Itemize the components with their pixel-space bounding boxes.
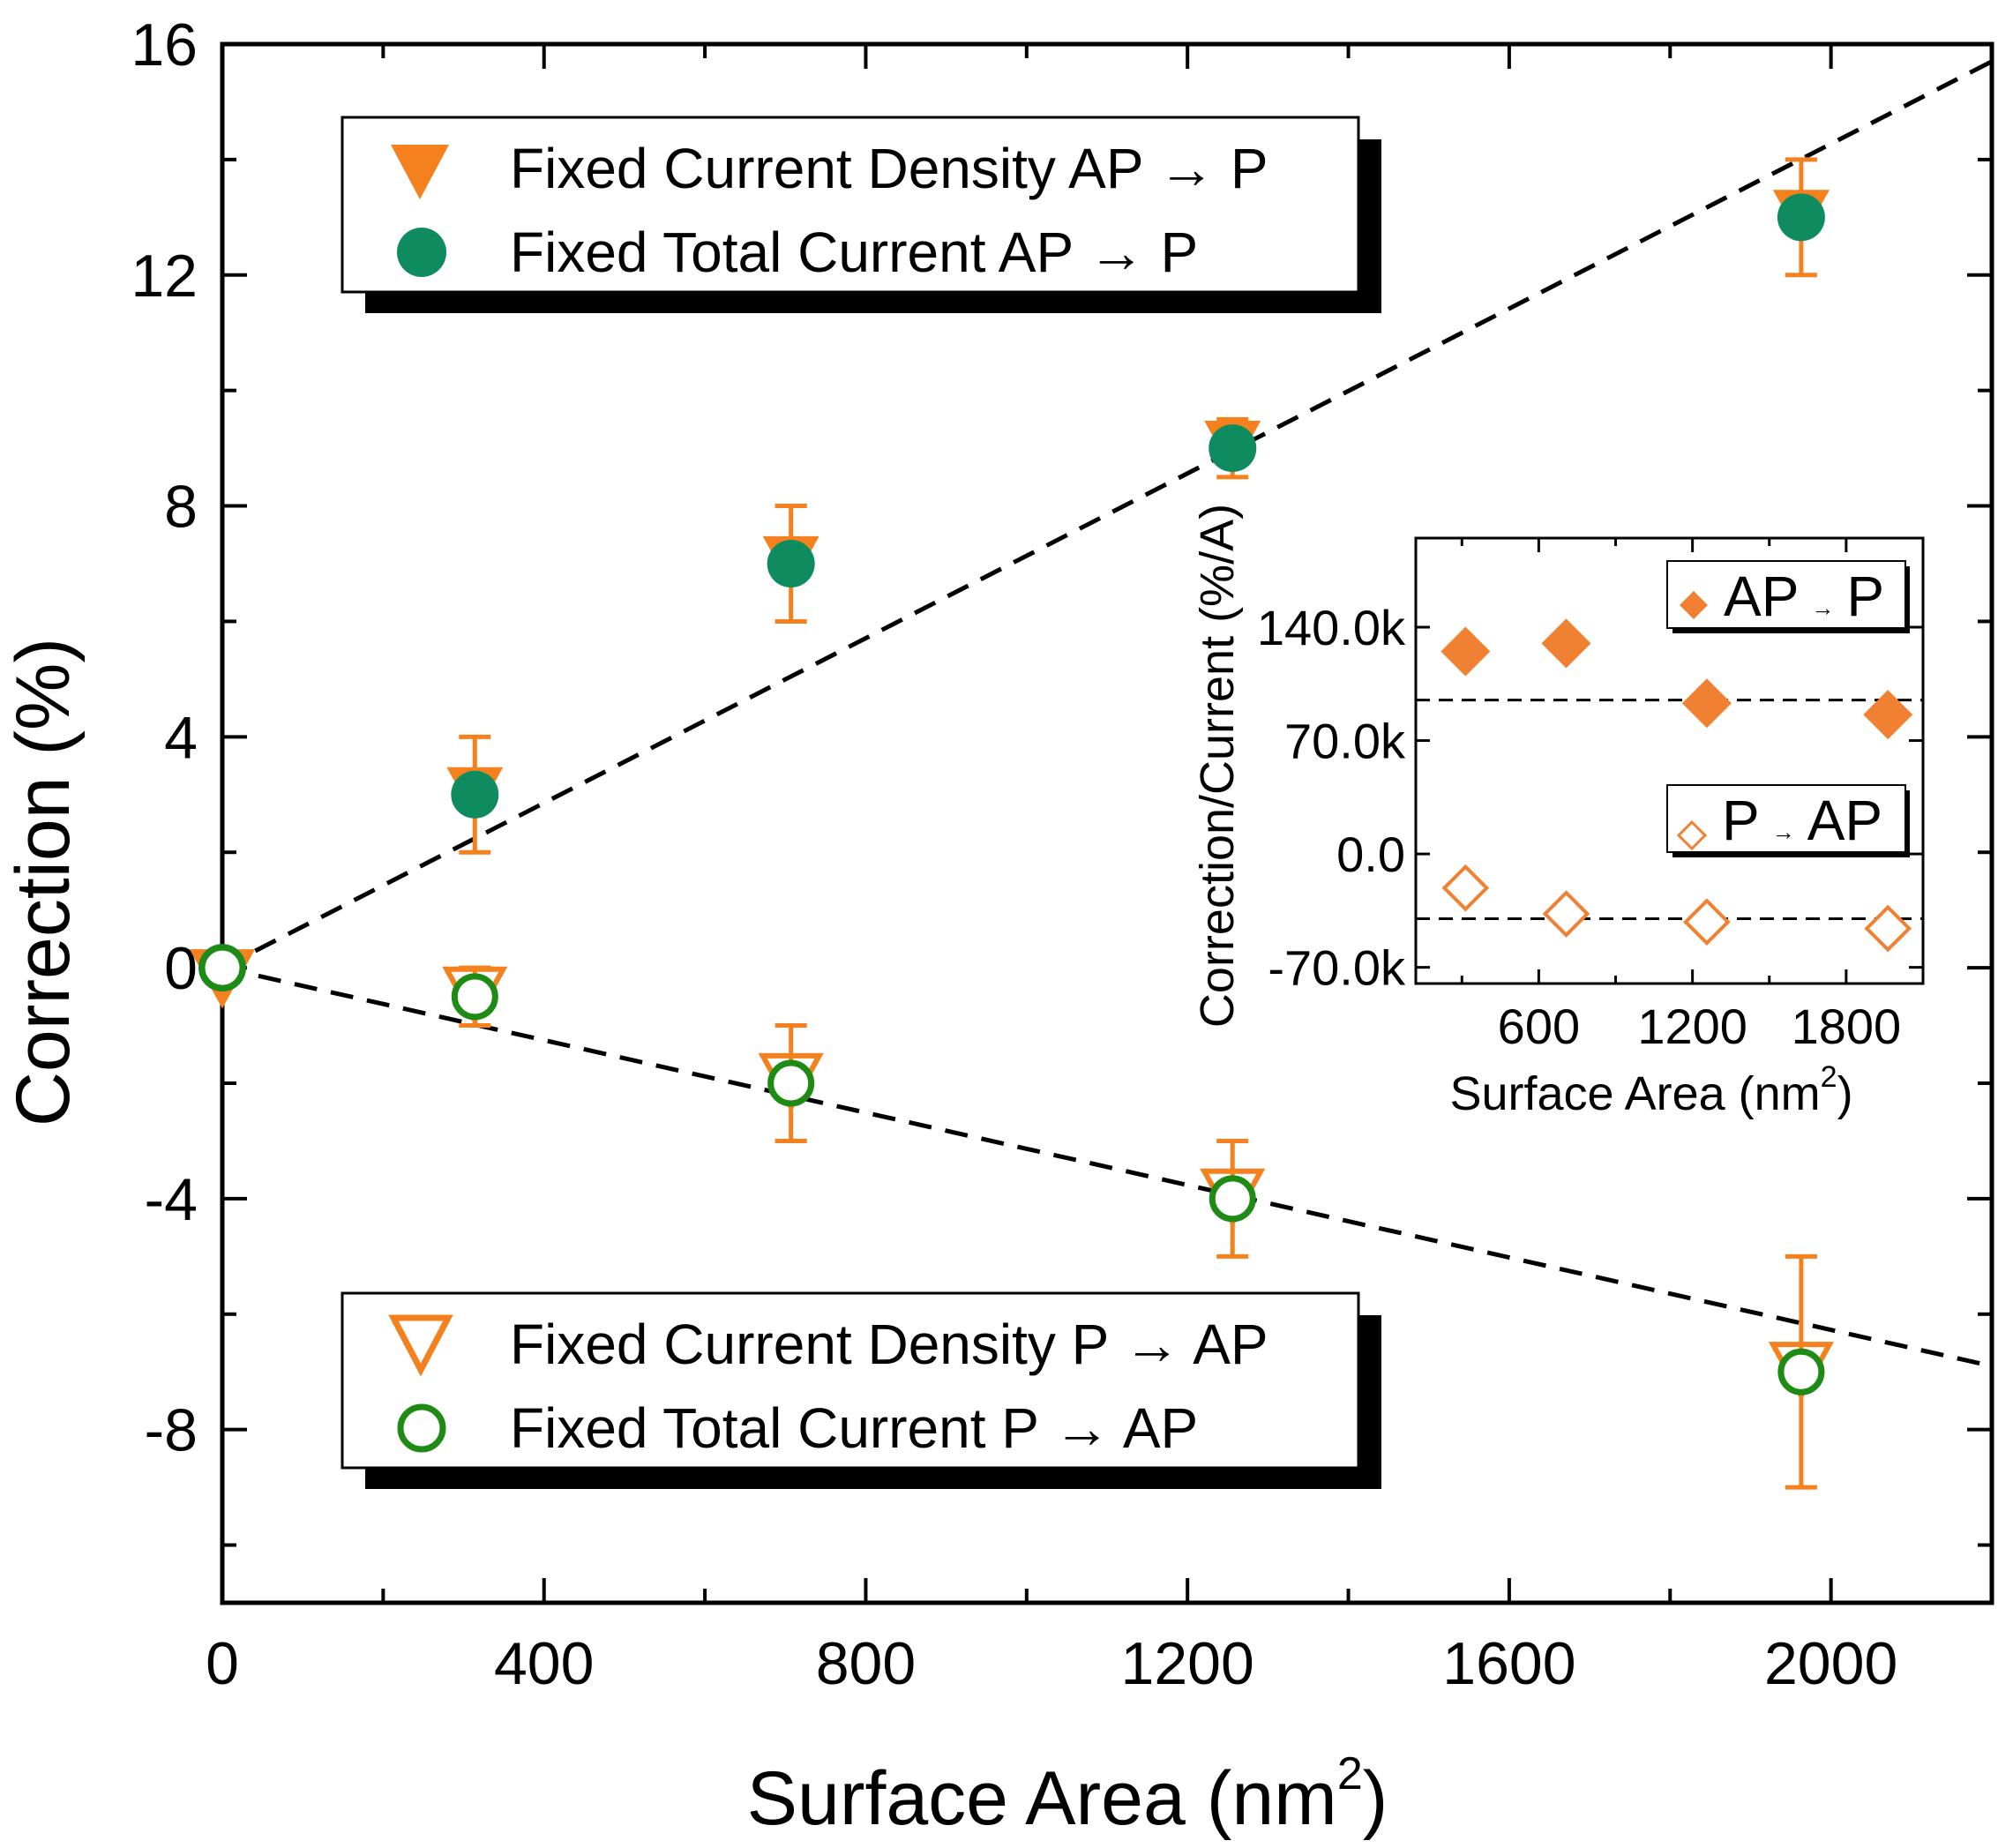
inset-legend-p-ap-main: P [1722, 789, 1760, 852]
legend-bottom: Fixed Current Density P → AP Fixed Total… [340, 1291, 1381, 1489]
inset-x-axis-title-close: ) [1837, 1067, 1853, 1120]
x-axis-title-close: ) [1363, 1756, 1388, 1841]
fit-lines [221, 59, 1994, 1369]
fit-line [221, 965, 1993, 1369]
inset-frame [1414, 536, 1925, 985]
y-tick-label: 16 [131, 11, 198, 79]
inset: 600 1200 1800 -70.0k 0.0 70.0k 140.0k Correcti… [1191, 504, 1925, 1120]
inset-legend-ap-p-end: P [1846, 565, 1884, 628]
legend-triangle-down-filled-icon [391, 145, 449, 199]
y-tick-label: 4 [164, 704, 198, 771]
legend-circle-open-icon [397, 1403, 446, 1453]
inset-legend-ap-p-box [1666, 560, 1906, 629]
main-axes: 0 400 800 1200 1600 2000 -8 -4 0 4 8 12 16 [131, 11, 1994, 1697]
inset-x-axis-title-main: Surface Area (nm [1449, 1067, 1820, 1120]
x-tick-label: 800 [816, 1630, 916, 1697]
inset-y-tick-label: 70.0k [1284, 714, 1406, 769]
legend-top-entry-1: Fixed Current Density AP → P [510, 137, 1268, 200]
inset-x-tick-label: 600 [1498, 999, 1580, 1054]
inset-legend-diamond-open-icon [1676, 819, 1708, 851]
inset-point-diamond-filled [1863, 690, 1913, 740]
y-tick-label: 8 [164, 474, 198, 541]
point-circle-open [451, 973, 498, 1021]
inset-legend-p-ap-box [1666, 784, 1906, 853]
x-tick-label: 1200 [1121, 1630, 1254, 1697]
y-tick-label: 0 [164, 935, 198, 1002]
legend-circle-filled-icon [397, 228, 446, 277]
inset-point-diamond-filled [1681, 678, 1732, 729]
y-tick-label: 12 [131, 243, 198, 310]
inset-legend-diamond-filled-icon [1680, 591, 1708, 619]
inset-legend-p-ap-label: P → AP [1722, 789, 1882, 852]
point-circle-filled [1209, 424, 1257, 473]
point-circle-open [1777, 1348, 1825, 1395]
inset-point-diamond-open [1683, 898, 1731, 946]
point-circle-filled [767, 540, 815, 587]
x-tick-label: 400 [494, 1630, 594, 1697]
inset-legend-ap-p-arrow: → [1811, 595, 1834, 621]
x-axis-title-sup: 2 [1337, 1748, 1363, 1799]
legend-top: Fixed Current Density AP → P Fixed Total… [340, 116, 1381, 313]
inset-x-axis-title-sup: 2 [1821, 1060, 1837, 1094]
point-circle-open [1209, 1175, 1256, 1223]
inset-y-tick-label: 140.0k [1257, 600, 1406, 655]
inset-y-axis-title: Correction/Current (%/A) [1191, 504, 1244, 1028]
inset-series [1416, 618, 1923, 953]
y-axis-title: Correction (%) [1, 638, 86, 1126]
inset-legend-ap-p: AP → P [1666, 560, 1910, 633]
inset-y-tick-label: 0.0 [1336, 827, 1405, 882]
x-axis-title-main: Surface Area (nm [747, 1756, 1337, 1841]
inset-point-diamond-open [1441, 864, 1490, 912]
legend-top-entry-2: Fixed Total Current AP → P [510, 221, 1198, 284]
inset-y-tick-label: -70.0k [1268, 940, 1406, 996]
inset-point-diamond-filled [1541, 618, 1591, 669]
inset-x-tick-label: 1200 [1637, 999, 1747, 1054]
plot-frame [220, 41, 1994, 1605]
legend-bottom-box [340, 1291, 1360, 1470]
main-series [189, 157, 1834, 1490]
inset-legend-p-ap-end: AP [1807, 789, 1882, 852]
point-circle-filled [451, 770, 499, 819]
y-tick-label: -8 [145, 1397, 198, 1464]
y-tick-label: -4 [145, 1166, 198, 1233]
inset-axes: 600 1200 1800 -70.0k 0.0 70.0k 140.0k [1257, 536, 1925, 1054]
point-circle-open [198, 944, 246, 991]
point-circle-open [767, 1059, 815, 1107]
point-circle-filled [1777, 193, 1825, 242]
inset-point-diamond-filled [1441, 626, 1491, 677]
inset-point-diamond-open [1542, 890, 1590, 938]
legend-triangle-down-open-icon [388, 1314, 453, 1377]
inset-legend-ap-p-main: AP [1724, 565, 1799, 628]
inset-legend-p-ap: P → AP [1666, 784, 1910, 857]
x-tick-label: 0 [206, 1630, 239, 1697]
inset-x-axis-title: Surface Area (nm2) [1449, 1060, 1852, 1120]
legend-bottom-entry-1: Fixed Current Density P → AP [510, 1313, 1268, 1376]
x-tick-label: 1600 [1442, 1630, 1575, 1697]
legend-bottom-entry-2: Fixed Total Current P → AP [510, 1396, 1198, 1460]
inset-point-diamond-open [1864, 904, 1912, 953]
inset-legend-ap-p-label: AP → P [1724, 565, 1884, 628]
inset-x-tick-label: 1800 [1792, 999, 1902, 1054]
legend-top-box [340, 116, 1360, 294]
inset-legend-p-ap-arrow: → [1772, 819, 1795, 845]
x-tick-label: 2000 [1764, 1630, 1897, 1697]
x-axis-title: Surface Area (nm2) [747, 1748, 1388, 1841]
